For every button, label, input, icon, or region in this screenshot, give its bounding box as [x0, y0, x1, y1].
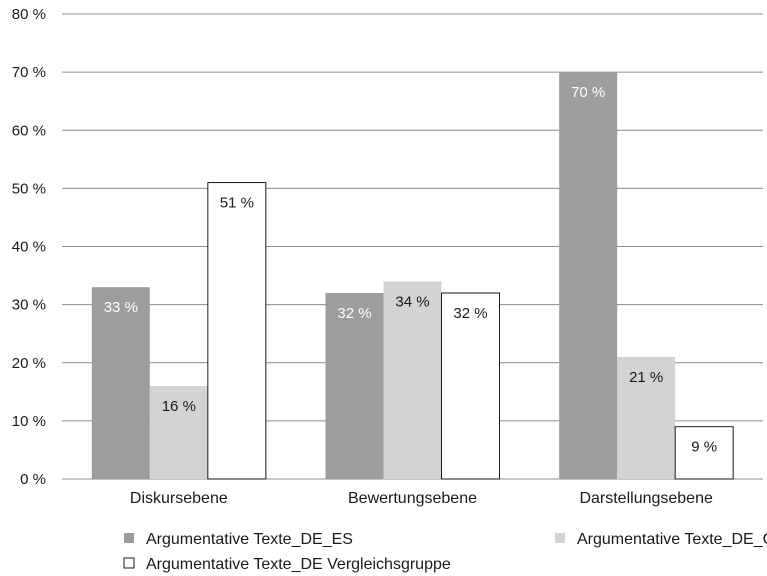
y-tick-label: 50 % [12, 180, 46, 197]
bar [559, 72, 618, 479]
legend-swatch [123, 557, 135, 569]
data-label: 34 % [395, 293, 429, 310]
x-category-label: Darstellungsebene [579, 490, 713, 507]
bars [91, 72, 734, 480]
y-axis-ticks: 0 % 10 % 20 % 30 % 40 % 50 % 60 % 70 % 80 % [12, 6, 46, 488]
data-label: 32 % [453, 305, 487, 322]
y-tick-label: 0 % [20, 471, 46, 488]
y-tick-label: 10 % [12, 413, 46, 430]
data-labels: 33 % 16 % 51 % 32 % 34 % 32 % 70 % 21 % 9 % [104, 84, 717, 456]
bar [674, 426, 734, 480]
data-label: 33 % [104, 299, 138, 316]
y-tick-label: 80 % [12, 6, 46, 23]
data-label: 70 % [571, 84, 605, 101]
data-label: 9 % [691, 439, 717, 456]
legend-label: Argumentative Texte_DE_G [577, 531, 767, 548]
y-tick-label: 20 % [12, 355, 46, 372]
bar [383, 281, 442, 479]
y-tick-label: 40 % [12, 239, 46, 256]
legend-label: Argumentative Texte_DE Vergleichsgruppe [146, 556, 451, 573]
legend-swatch [124, 533, 134, 543]
data-label: 51 % [220, 195, 254, 212]
legend-label: Argumentative Texte_DE_ES [146, 531, 353, 548]
data-label: 16 % [162, 398, 196, 415]
bar [441, 292, 500, 480]
bar [617, 356, 676, 479]
bar [149, 386, 208, 479]
x-axis: Diskursebene Bewertungsebene Darstellungse… [130, 490, 713, 507]
data-label: 21 % [629, 369, 663, 386]
data-label: 32 % [337, 305, 371, 322]
y-tick-label: 30 % [12, 297, 46, 314]
x-category-label: Diskursebene [130, 490, 228, 507]
x-category-label: Bewertungsebene [348, 490, 477, 507]
bar [325, 293, 384, 479]
legend-swatch [555, 533, 565, 543]
y-tick-label: 60 % [12, 122, 46, 139]
y-tick-label: 70 % [12, 64, 46, 81]
legend: Argumentative Texte_DE_ES Argumentative T… [123, 531, 767, 573]
bar [91, 287, 150, 479]
bar [207, 182, 267, 480]
